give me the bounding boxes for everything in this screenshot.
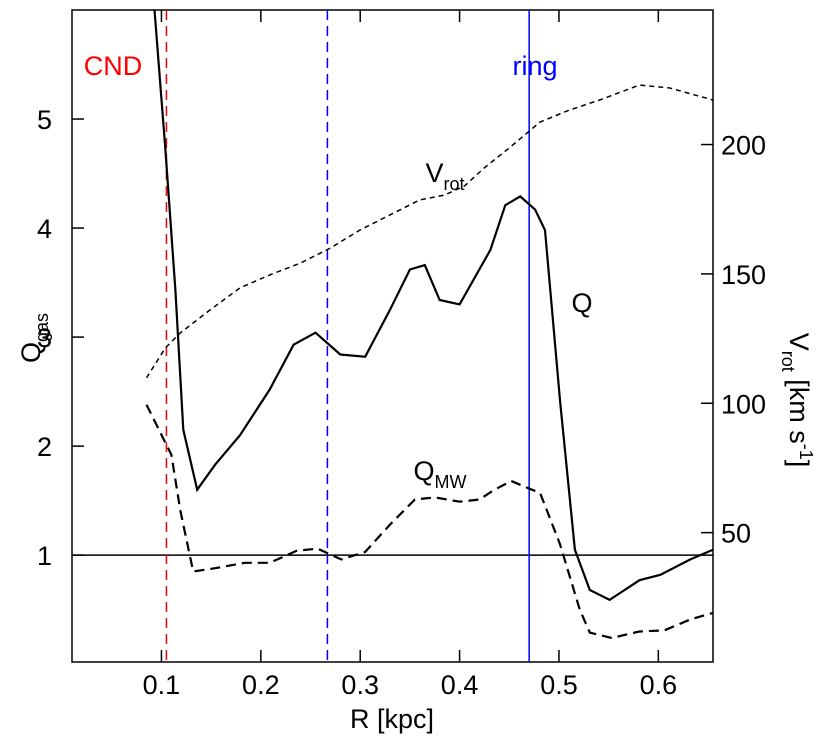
x-tick-label: 0.3 [341,670,379,700]
data-line [145,84,713,379]
annotation: Vrot [425,158,464,194]
y2-axis-label: Vrot [km s-1] [778,333,816,468]
annotation-sub: rot [444,174,465,194]
plot-frame [71,9,714,663]
y2-axis-label-end: ] [784,460,814,468]
annotation-sub: MW [435,472,467,492]
y2-axis-label-main: V [784,333,814,351]
annotation-text: ring [512,51,557,81]
y2-tick-label: 150 [721,260,766,290]
annotation-text: Q [414,456,435,486]
data-line [153,10,713,602]
plot-area [72,10,713,662]
y-tick-label: 5 [37,105,52,135]
annotation-text: V [425,158,443,188]
x-tick-label: 0.6 [640,670,678,700]
y2-tick-label: 50 [721,519,751,549]
y-tick-label: 1 [37,541,52,571]
x-tick-label: 0.5 [540,670,578,700]
annotation-text: Q [571,288,592,318]
annotation: Q [571,288,592,318]
data-line [145,404,713,640]
annotation-text: CND [84,51,143,81]
y2-tick-label: 200 [721,131,766,161]
y2-axis-label-sub: rot [778,351,798,372]
y2-axis-label-sup: -1 [796,444,816,460]
y2-axis-label-unit: [km s [784,372,814,444]
y-axis-label: Qgas [16,313,52,363]
annotation: QMW [414,456,467,492]
x-axis-label: R [kpc] [350,704,434,734]
x-tick-label: 0.2 [242,670,280,700]
y-axis-label-main: Q [16,342,46,363]
x-tick-label: 0.4 [441,670,479,700]
y-axis-label-sub: gas [32,313,52,342]
x-tick-label: 0.1 [143,670,181,700]
y-tick-label: 2 [37,432,52,462]
y2-tick-label: 100 [721,389,766,419]
annotation: ring [512,51,557,81]
annotation: CND [84,51,143,81]
y-tick-label: 4 [37,214,52,244]
y-tick-label: 3 [37,323,52,353]
